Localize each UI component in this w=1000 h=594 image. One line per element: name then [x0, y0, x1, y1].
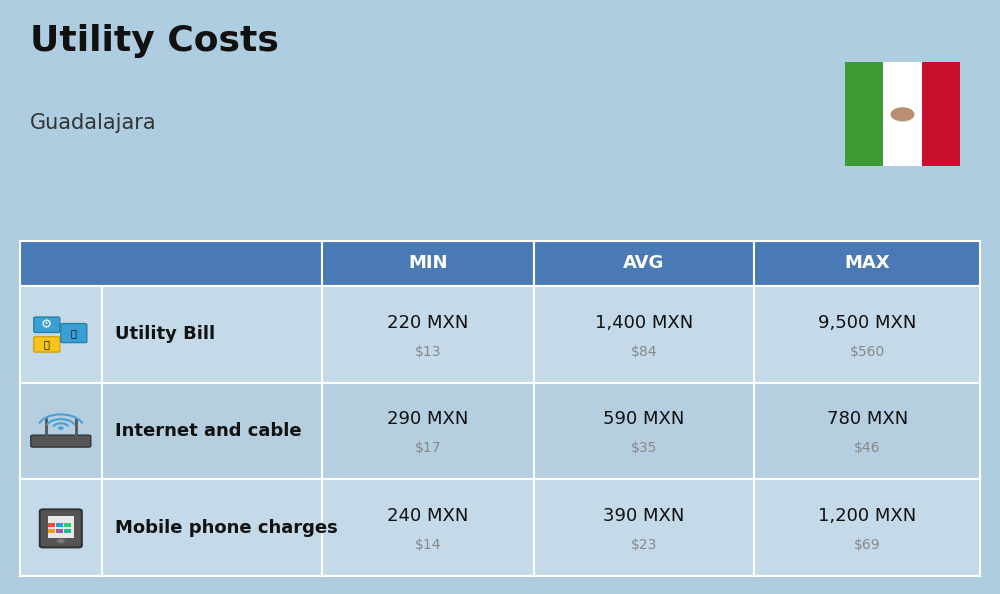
- Text: $69: $69: [854, 538, 881, 552]
- Text: $35: $35: [631, 441, 657, 456]
- Text: Guadalajara: Guadalajara: [30, 113, 157, 133]
- Text: $560: $560: [850, 345, 885, 359]
- Bar: [48, 529, 55, 533]
- Bar: [48, 516, 74, 539]
- Bar: [883, 62, 922, 166]
- Bar: [64, 529, 71, 533]
- Bar: [754, 383, 980, 479]
- Text: MAX: MAX: [844, 254, 890, 272]
- FancyBboxPatch shape: [34, 317, 60, 333]
- Bar: [754, 286, 980, 383]
- Bar: [20, 241, 322, 286]
- Bar: [48, 523, 55, 527]
- Bar: [20, 383, 102, 479]
- Bar: [922, 62, 960, 166]
- Bar: [56, 529, 63, 533]
- FancyBboxPatch shape: [40, 510, 82, 548]
- Text: $23: $23: [631, 538, 657, 552]
- Bar: [322, 241, 534, 286]
- Text: Mobile phone charges: Mobile phone charges: [115, 519, 338, 537]
- Bar: [534, 241, 754, 286]
- FancyBboxPatch shape: [31, 435, 91, 447]
- Bar: [534, 479, 754, 576]
- Text: Utility Costs: Utility Costs: [30, 24, 279, 58]
- Bar: [20, 286, 102, 383]
- Text: $46: $46: [854, 441, 880, 456]
- Bar: [322, 286, 534, 383]
- Bar: [20, 479, 102, 576]
- Text: 240 MXN: 240 MXN: [387, 507, 469, 525]
- Bar: [534, 383, 754, 479]
- Circle shape: [58, 426, 64, 430]
- Text: MIN: MIN: [408, 254, 448, 272]
- Bar: [845, 62, 883, 166]
- Text: AVG: AVG: [623, 254, 665, 272]
- Text: 780 MXN: 780 MXN: [827, 410, 908, 428]
- Text: 1,400 MXN: 1,400 MXN: [595, 314, 693, 331]
- Text: ⚙: ⚙: [41, 318, 52, 331]
- Text: $14: $14: [415, 538, 441, 552]
- Bar: [56, 523, 63, 527]
- Bar: [102, 479, 322, 576]
- Bar: [102, 383, 322, 479]
- Text: 290 MXN: 290 MXN: [387, 410, 469, 428]
- Bar: [64, 523, 71, 527]
- Bar: [534, 286, 754, 383]
- Text: 🔌: 🔌: [44, 339, 50, 349]
- FancyBboxPatch shape: [34, 337, 60, 352]
- Circle shape: [891, 108, 914, 122]
- Bar: [102, 286, 322, 383]
- Circle shape: [57, 539, 65, 544]
- Bar: [322, 383, 534, 479]
- Text: 🔧: 🔧: [71, 328, 77, 338]
- Text: Internet and cable: Internet and cable: [115, 422, 301, 440]
- Bar: [322, 479, 534, 576]
- Bar: [754, 241, 980, 286]
- FancyBboxPatch shape: [61, 324, 87, 343]
- Text: 390 MXN: 390 MXN: [603, 507, 685, 525]
- Text: 590 MXN: 590 MXN: [603, 410, 685, 428]
- Text: 1,200 MXN: 1,200 MXN: [818, 507, 916, 525]
- Text: $17: $17: [415, 441, 441, 456]
- Bar: [754, 479, 980, 576]
- Text: $13: $13: [415, 345, 441, 359]
- Text: 220 MXN: 220 MXN: [387, 314, 469, 331]
- Text: $84: $84: [631, 345, 657, 359]
- Text: 9,500 MXN: 9,500 MXN: [818, 314, 916, 331]
- Text: Utility Bill: Utility Bill: [115, 326, 215, 343]
